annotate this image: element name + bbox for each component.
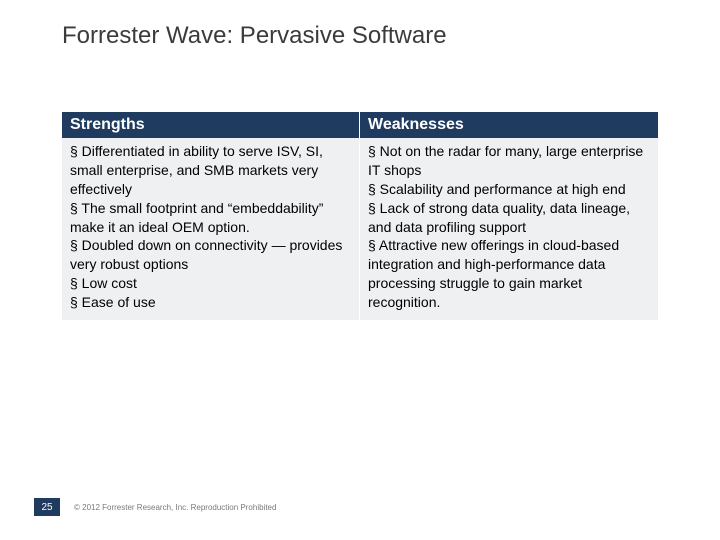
strengths-text: § Differentiated in ability to serve ISV…: [70, 142, 351, 312]
header-weaknesses: Weaknesses: [360, 112, 658, 138]
slide: Forrester Wave: Pervasive Software Stren…: [0, 0, 720, 540]
copyright-text: © 2012 Forrester Research, Inc. Reproduc…: [74, 503, 276, 512]
header-strengths: Strengths: [62, 112, 360, 138]
table-body-row: § Differentiated in ability to serve ISV…: [62, 138, 658, 320]
table-header-row: Strengths Weaknesses: [62, 112, 658, 138]
cell-strengths: § Differentiated in ability to serve ISV…: [62, 138, 360, 320]
page-number: 25: [34, 498, 60, 516]
strengths-weaknesses-table: Strengths Weaknesses § Differentiated in…: [62, 112, 658, 320]
cell-weaknesses: § Not on the radar for many, large enter…: [360, 138, 658, 320]
footer: 25 © 2012 Forrester Research, Inc. Repro…: [34, 498, 276, 516]
weaknesses-text: § Not on the radar for many, large enter…: [368, 142, 650, 312]
slide-title: Forrester Wave: Pervasive Software: [62, 22, 447, 50]
